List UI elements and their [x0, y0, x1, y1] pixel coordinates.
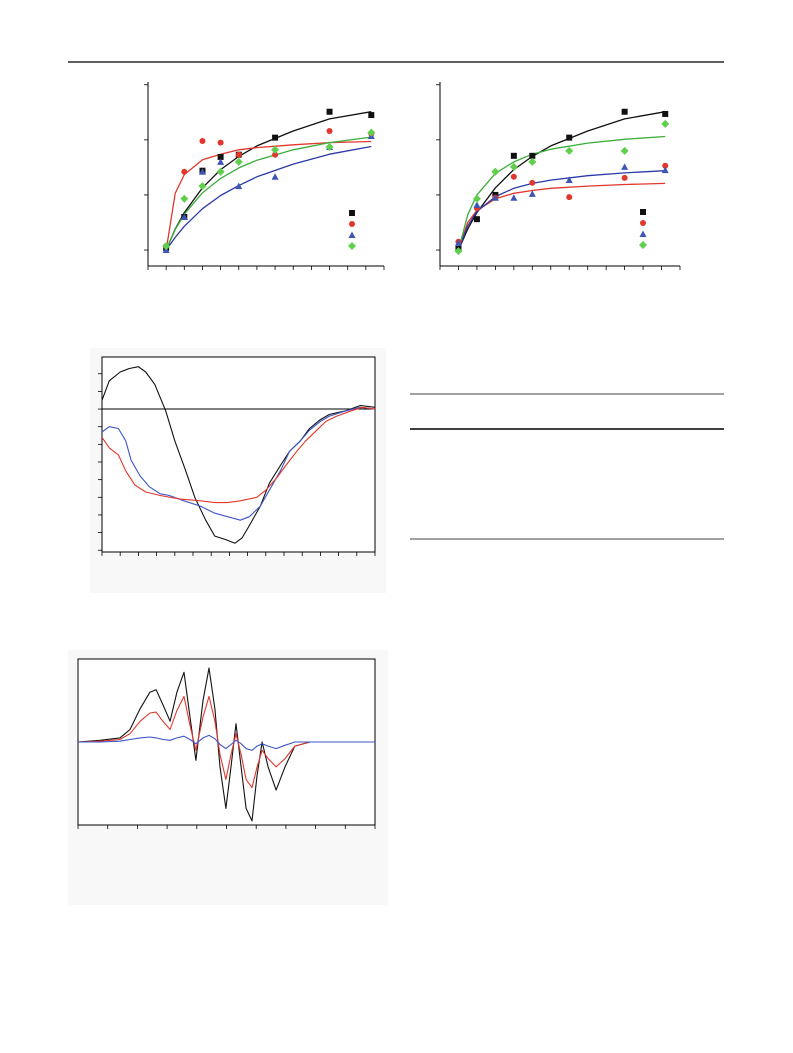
fit-curve — [457, 135, 666, 251]
data-line — [101, 406, 376, 504]
data-point — [180, 194, 189, 203]
data-point — [235, 151, 242, 158]
data-point — [662, 162, 669, 169]
data-point — [368, 112, 375, 119]
data-point — [326, 128, 333, 135]
data-point — [621, 108, 628, 115]
fit-curve — [457, 182, 666, 251]
data-point — [217, 153, 224, 160]
data-point — [566, 134, 573, 141]
data-point — [326, 108, 333, 115]
fit-curve — [457, 170, 666, 251]
data-point — [180, 213, 188, 220]
data-point — [472, 194, 481, 203]
data-point — [367, 128, 376, 137]
data-line — [78, 734, 375, 751]
data-point — [661, 166, 669, 174]
data-point — [510, 194, 518, 201]
data-point — [491, 167, 500, 176]
data-point — [454, 247, 463, 256]
data-point — [510, 152, 517, 159]
fit-curve — [165, 136, 372, 251]
data-point — [473, 201, 481, 208]
data-point — [566, 194, 573, 201]
data-line — [77, 695, 375, 789]
data-point — [216, 167, 225, 176]
legend-marker — [349, 210, 355, 216]
data-point — [529, 179, 536, 186]
data-line — [101, 366, 376, 544]
data-point — [199, 137, 206, 144]
data-line — [77, 667, 375, 822]
data-point — [217, 139, 224, 146]
legend-marker — [639, 230, 647, 237]
data-point — [217, 158, 225, 165]
data-point — [510, 173, 517, 180]
data-point — [272, 151, 279, 158]
data-point — [620, 146, 629, 155]
data-point — [473, 216, 480, 223]
data-point — [198, 182, 207, 191]
data-point — [528, 157, 537, 166]
data-point — [454, 239, 462, 246]
fit-curve — [165, 140, 372, 251]
legend-marker — [639, 241, 647, 249]
legend-marker — [640, 220, 646, 226]
data-point — [181, 168, 188, 175]
fit-curve — [457, 111, 666, 251]
data-point — [509, 162, 518, 171]
data-point — [565, 176, 573, 184]
data-point — [271, 145, 280, 154]
data-point — [661, 119, 670, 128]
fit-curve — [165, 111, 372, 251]
data-point — [198, 168, 206, 175]
data-point — [621, 163, 629, 170]
legend-marker — [349, 221, 355, 227]
data-point — [565, 146, 574, 155]
plot-frame — [101, 356, 376, 553]
data-point — [491, 194, 499, 201]
data-point — [325, 143, 334, 152]
legend-marker — [348, 242, 356, 250]
data-point — [234, 157, 243, 166]
data-line — [101, 406, 376, 521]
fit-curve — [165, 145, 372, 251]
data-point — [271, 173, 279, 180]
data-point — [272, 134, 279, 141]
data-point — [162, 242, 171, 251]
data-point — [528, 190, 536, 197]
legend-marker — [640, 209, 646, 215]
data-point — [621, 174, 628, 181]
data-point — [662, 110, 669, 117]
legend-marker — [348, 231, 356, 238]
data-point — [529, 152, 536, 159]
data-point — [235, 182, 243, 190]
